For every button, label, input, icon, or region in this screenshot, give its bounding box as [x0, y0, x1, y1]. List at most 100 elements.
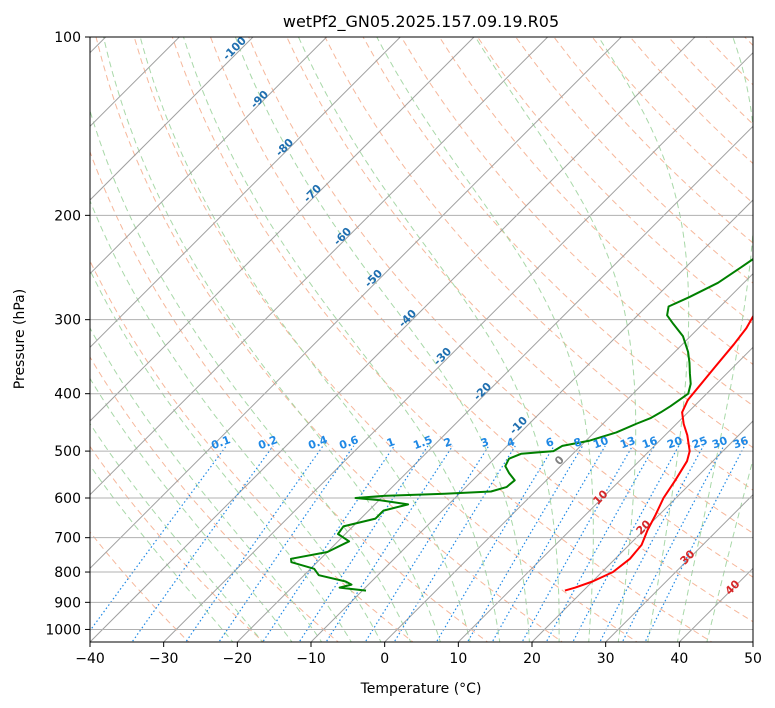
mixing-ratio-line [599, 445, 704, 642]
isotherm-line [90, 37, 475, 422]
dry-adiabat [553, 37, 753, 244]
isotherm-line [90, 37, 181, 128]
temperature-profile [564, 314, 753, 592]
chart-title: wetPf2_GN05.2025.157.09.19.R05 [283, 12, 559, 32]
moist-adiabat [90, 464, 234, 642]
dry-adiabat [248, 37, 753, 578]
dry-adiabat [744, 37, 753, 47]
mixing-ratio-label: 25 [690, 434, 709, 451]
dry-adiabat [438, 37, 753, 366]
x-tick-label: −40 [75, 651, 105, 667]
isotherm-line [310, 199, 753, 642]
mixing-ratio-label: 3 [479, 435, 491, 450]
moist-adiabat-label: 10 [591, 487, 611, 507]
moist-adiabat-label: 30 [678, 547, 698, 567]
isotherm-line [90, 37, 328, 275]
x-tick-label: −20 [223, 651, 253, 667]
isotherm-line [383, 272, 753, 642]
mixing-ratio-line [572, 445, 680, 642]
mixing-ratio-line [466, 445, 584, 642]
mixing-ratio-label: 1 [385, 435, 397, 450]
mixing-ratio-line [644, 445, 746, 642]
mixing-ratio-label: 13 [618, 434, 637, 451]
moist-adiabat [103, 37, 441, 642]
isotherm-label: -50 [362, 267, 385, 290]
mixing-ratio-line [185, 445, 324, 642]
mixing-ratio-line [325, 445, 454, 642]
y-tick-label: 800 [54, 565, 81, 581]
isotherm-label: -20 [471, 380, 494, 403]
sounding-profiles [290, 257, 753, 592]
x-tick-label: 30 [597, 651, 615, 667]
mixing-ratio-label: 1.5 [411, 433, 434, 452]
isotherm-line [236, 125, 753, 642]
isotherm-label: -60 [331, 225, 354, 248]
mixing-ratio-line [491, 445, 606, 642]
isotherm-label: 0 [552, 453, 567, 468]
mixing-ratio-label: 36 [731, 434, 750, 452]
mixing-ratio-label: 8 [572, 435, 584, 450]
x-tick-label: −30 [149, 651, 179, 667]
y-tick-label: 400 [54, 387, 81, 403]
mixing-ratio-label: 0.2 [256, 433, 279, 452]
mixing-ratio-line [364, 445, 490, 642]
isotherm-line [90, 37, 623, 570]
isotherm-line [162, 51, 753, 642]
x-tick-label: 40 [670, 651, 688, 667]
mixing-ratio-label: 0.4 [306, 433, 329, 452]
y-tick-label: 600 [54, 491, 81, 507]
y-tick-label: 1000 [45, 622, 81, 638]
x-axis: −40 −30 −20 −10 0 10 20 30 40 50 [75, 642, 762, 667]
dewpoint-profile [290, 257, 753, 592]
isotherm-line [90, 37, 549, 496]
y-tick-label: 100 [54, 30, 81, 46]
moist-adiabat [90, 422, 264, 642]
x-axis-label: Temperature (°C) [360, 681, 482, 697]
isotherm-line [457, 346, 753, 642]
mixing-ratio-line [521, 445, 634, 642]
moist-adiabat [183, 37, 501, 642]
y-tick-label: 300 [54, 313, 81, 329]
y-axis: 1000 900 800 700 600 500 400 300 200 100 [45, 30, 90, 638]
isotherm-label: -30 [431, 345, 454, 368]
y-tick-label: 700 [54, 531, 81, 547]
isotherm-line [90, 37, 696, 642]
isotherm-line [90, 37, 402, 349]
moist-adiabat [139, 37, 471, 642]
isotherm-label: -70 [301, 182, 324, 205]
moist-adiabat-label: 20 [634, 517, 654, 537]
isotherm-label: -10 [507, 414, 530, 437]
moist-adiabat [90, 199, 382, 642]
moist-adiabat [90, 109, 412, 642]
x-tick-label: 20 [523, 651, 541, 667]
dry-adiabat [324, 37, 753, 491]
mixing-ratio-label: 20 [665, 434, 684, 452]
x-tick-label: 10 [449, 651, 467, 667]
dry-adiabat [90, 259, 414, 642]
mixing-ratio-label: 2 [442, 435, 454, 450]
isotherm-line [90, 37, 254, 201]
x-tick-label: 50 [744, 651, 762, 667]
moist-adiabat [376, 37, 594, 642]
mixing-ratio-label: 16 [640, 434, 659, 452]
moist-adiabat [90, 269, 352, 642]
background-lines [90, 37, 753, 642]
isotherm-label: -40 [396, 307, 419, 330]
pressure-grid [90, 37, 753, 630]
mixing-ratio-line [393, 445, 516, 642]
dry-adiabat [90, 150, 489, 642]
mixing-ratio-line [545, 445, 656, 642]
dry-adiabat [477, 37, 753, 325]
mixing-ratio-line [131, 445, 274, 642]
moist-adiabat [298, 37, 560, 642]
isotherm-line [604, 493, 753, 642]
mixing-ratio-label: 0.6 [337, 433, 360, 452]
plot-frame [89, 36, 754, 643]
mixing-ratio-label: 0.1 [209, 433, 232, 452]
moist-adiabat-label: 40 [723, 577, 743, 597]
y-tick-label: 900 [54, 595, 81, 611]
mixing-ratio-label: 6 [544, 435, 556, 450]
mixing-ratio-label: 30 [710, 434, 729, 452]
mixing-ratio-line [262, 445, 395, 642]
y-axis-label: Pressure (hPa) [12, 289, 28, 389]
